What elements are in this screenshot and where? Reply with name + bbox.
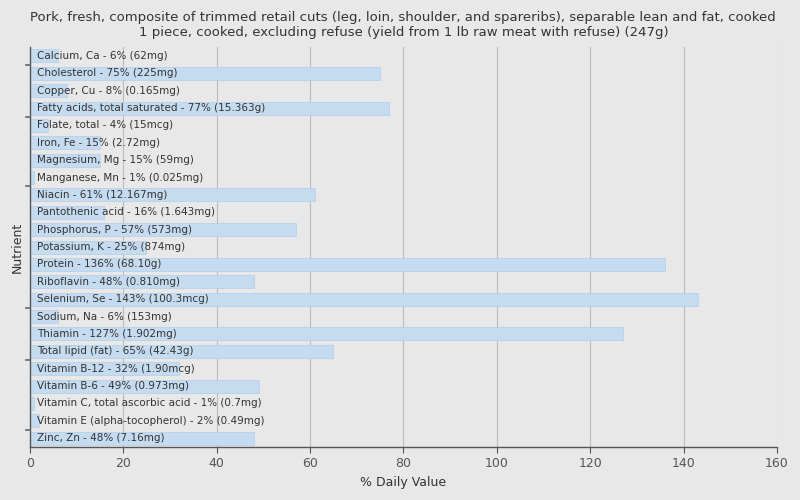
Text: Phosphorus, P - 57% (573mg): Phosphorus, P - 57% (573mg) [37, 224, 192, 234]
Text: Thiamin - 127% (1.902mg): Thiamin - 127% (1.902mg) [37, 329, 177, 339]
Bar [30, 67, 380, 80]
Text: Potassium, K - 25% (874mg): Potassium, K - 25% (874mg) [37, 242, 185, 252]
Text: Manganese, Mn - 1% (0.025mg): Manganese, Mn - 1% (0.025mg) [37, 172, 203, 182]
Text: Niacin - 61% (12.167mg): Niacin - 61% (12.167mg) [37, 190, 167, 200]
Text: Pantothenic acid - 16% (1.643mg): Pantothenic acid - 16% (1.643mg) [37, 208, 214, 218]
Text: Calcium, Ca - 6% (62mg): Calcium, Ca - 6% (62mg) [37, 51, 167, 61]
Bar [30, 188, 314, 202]
Title: Pork, fresh, composite of trimmed retail cuts (leg, loin, shoulder, and sparerib: Pork, fresh, composite of trimmed retail… [30, 11, 776, 39]
Bar [30, 380, 258, 392]
Bar [30, 432, 254, 444]
Text: Riboflavin - 48% (0.810mg): Riboflavin - 48% (0.810mg) [37, 277, 180, 287]
Bar [30, 84, 67, 97]
Bar [30, 240, 146, 254]
Text: Fatty acids, total saturated - 77% (15.363g): Fatty acids, total saturated - 77% (15.3… [37, 103, 265, 113]
X-axis label: % Daily Value: % Daily Value [360, 476, 446, 489]
Text: Magnesium, Mg - 15% (59mg): Magnesium, Mg - 15% (59mg) [37, 155, 194, 165]
Text: Sodium, Na - 6% (153mg): Sodium, Na - 6% (153mg) [37, 312, 171, 322]
Text: Total lipid (fat) - 65% (42.43g): Total lipid (fat) - 65% (42.43g) [37, 346, 193, 356]
Bar [30, 362, 179, 375]
Bar [30, 258, 665, 271]
Text: Protein - 136% (68.10g): Protein - 136% (68.10g) [37, 260, 161, 270]
Y-axis label: Nutrient: Nutrient [11, 222, 24, 272]
Bar [30, 102, 390, 114]
Text: Copper, Cu - 8% (0.165mg): Copper, Cu - 8% (0.165mg) [37, 86, 179, 96]
Text: Zinc, Zn - 48% (7.16mg): Zinc, Zn - 48% (7.16mg) [37, 433, 164, 443]
Bar [30, 223, 296, 236]
Bar [30, 276, 254, 288]
Text: Vitamin C, total ascorbic acid - 1% (0.7mg): Vitamin C, total ascorbic acid - 1% (0.7… [37, 398, 262, 408]
Bar [30, 154, 100, 166]
Bar [30, 206, 105, 219]
Bar [30, 50, 58, 62]
Bar [30, 171, 34, 184]
Text: Iron, Fe - 15% (2.72mg): Iron, Fe - 15% (2.72mg) [37, 138, 160, 148]
Text: Vitamin E (alpha-tocopherol) - 2% (0.49mg): Vitamin E (alpha-tocopherol) - 2% (0.49m… [37, 416, 264, 426]
Text: Folate, total - 4% (15mcg): Folate, total - 4% (15mcg) [37, 120, 173, 130]
Text: Vitamin B-6 - 49% (0.973mg): Vitamin B-6 - 49% (0.973mg) [37, 381, 189, 391]
Text: Vitamin B-12 - 32% (1.90mcg): Vitamin B-12 - 32% (1.90mcg) [37, 364, 194, 374]
Bar [30, 328, 623, 340]
Text: Selenium, Se - 143% (100.3mcg): Selenium, Se - 143% (100.3mcg) [37, 294, 209, 304]
Bar [30, 119, 48, 132]
Bar [30, 136, 100, 149]
Bar [30, 310, 58, 323]
Text: Cholesterol - 75% (225mg): Cholesterol - 75% (225mg) [37, 68, 177, 78]
Bar [30, 414, 39, 428]
Bar [30, 345, 334, 358]
Bar [30, 292, 698, 306]
Bar [30, 397, 34, 410]
